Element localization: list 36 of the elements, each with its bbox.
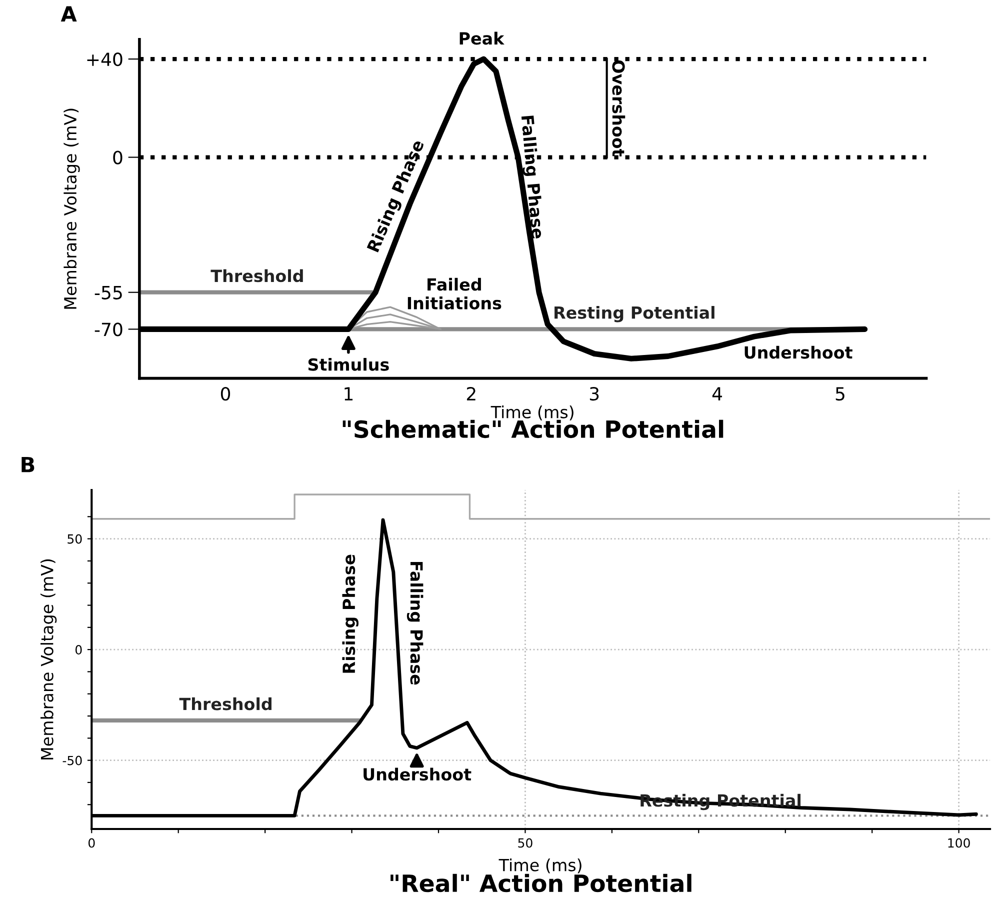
series-label: Threshold [179,697,272,710]
y-tick-label: 0 [75,645,82,654]
y-tick-label: 0 [113,150,122,164]
x-axis-title: Time (ms) [498,858,582,874]
x-tick-label: 0 [88,838,95,848]
annotation: Undershoot [744,346,852,359]
y-axis-title: Membrane Voltage (mV) [64,108,80,309]
annotation: Falling Phase [518,116,545,240]
y-tick-label: 50 [68,534,82,544]
x-tick-label: 50 [518,838,532,848]
series-label: Resting Potential [554,306,714,322]
annotation: Undershoot [364,768,472,781]
x-tick-label: 0 [220,386,230,401]
x-axis-title: Time (ms) [490,406,574,420]
y-tick-label: -55 [94,286,122,300]
x-tick-label: 100 [948,838,970,848]
x-tick-label: 1 [344,387,353,400]
x-tick-label: 3 [590,386,599,401]
text: "Real" Action Potential [390,874,692,892]
x-tick-label: 4 [712,387,722,400]
x-tick-label: 2 [466,386,476,400]
y-tick-label: -70 [94,322,122,336]
text: "Schematic" Action Potential [342,420,724,438]
y-tick-label: -50 [62,756,82,766]
annotation: Rising Phase [342,554,358,673]
annotation: Peak [460,32,504,45]
text: A [60,6,77,22]
series-label: Threshold [210,269,303,282]
annotation: Failed Initiations [408,278,502,310]
text: B [22,456,34,472]
y-tick-label: +40 [87,52,122,66]
annotation: Overshoot [612,60,626,156]
x-tick-label: 5 [836,387,844,401]
y-axis-title: Membrane Voltage (mV) [40,559,57,760]
annotation: Stimulus [308,358,389,371]
annotation: Falling Phase [406,562,424,685]
